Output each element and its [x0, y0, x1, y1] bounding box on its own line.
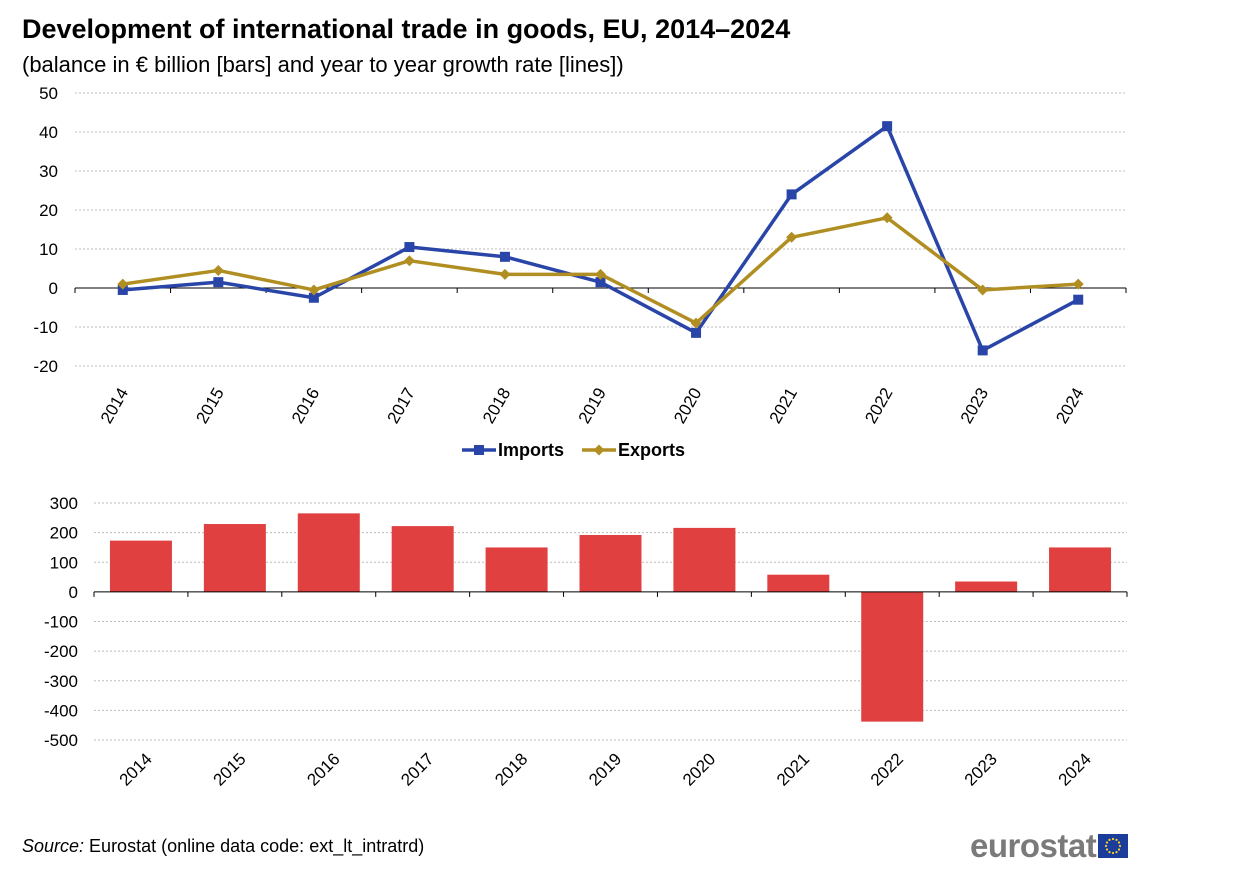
source-label: Source:	[22, 836, 85, 856]
data-point-imports	[404, 242, 415, 253]
data-point-exports	[403, 255, 415, 267]
x-tick-label: 2017	[397, 749, 437, 789]
legend-marker-exports	[593, 444, 605, 456]
source-text: Eurostat (online data code: ext_lt_intra…	[84, 836, 425, 856]
bar-2019	[579, 534, 642, 592]
x-tick-label: 2021	[773, 749, 813, 789]
bar-2015	[203, 524, 266, 592]
y-tick-label: -500	[44, 731, 78, 750]
data-point-imports	[786, 189, 797, 200]
y-tick-label: 100	[50, 553, 78, 572]
x-tick-label: 2024	[1055, 749, 1095, 789]
y-tick-label: 30	[39, 162, 58, 181]
data-point-imports	[499, 251, 510, 262]
x-tick-label: 2014	[116, 749, 156, 789]
legend-marker-imports	[474, 445, 484, 455]
bar-2018	[485, 547, 548, 592]
chart-subtitle: (balance in € billion [bars] and year to…	[22, 52, 624, 77]
x-tick-label: 2018	[491, 749, 531, 789]
data-point-exports	[977, 284, 989, 296]
x-tick-label: 2024	[1052, 385, 1087, 427]
bar-2024	[1049, 547, 1112, 592]
bar-2021	[767, 574, 830, 592]
x-tick-label: 2021	[766, 385, 801, 427]
data-point-exports	[786, 231, 798, 243]
source-note: Source: Eurostat (online data code: ext_…	[22, 836, 424, 857]
y-tick-label: -10	[33, 318, 58, 337]
bar-2020	[673, 527, 736, 592]
series-line-imports	[122, 124, 1080, 353]
eu-flag-icon	[1098, 834, 1129, 858]
line-chart: 50 40 30 20 10 0 -10 -20 2014 2015 2016 2017 2018 201…	[33, 84, 1127, 460]
y-tick-label: 20	[39, 201, 58, 220]
x-tick-label: 2016	[303, 749, 343, 789]
bar-chart: 300 200 100 0 -100 -200 -300 -400 -500 2014 2015 20…	[44, 494, 1128, 790]
data-point-imports	[117, 284, 128, 295]
legend-label-imports: Imports	[498, 440, 564, 460]
x-tick-label: 2019	[585, 749, 625, 789]
bar-2016	[297, 513, 360, 592]
data-point-exports	[690, 317, 702, 329]
x-tick-label: 2014	[97, 385, 132, 427]
x-tick-label: 2022	[867, 749, 907, 789]
data-point-exports	[881, 212, 893, 224]
data-point-imports	[691, 327, 702, 338]
data-point-imports	[882, 121, 893, 132]
x-tick-label: 2023	[961, 749, 1001, 789]
y-tick-label: 50	[39, 84, 58, 103]
data-point-exports	[499, 268, 511, 280]
data-point-imports	[977, 345, 988, 356]
y-tick-label: 0	[69, 583, 78, 602]
x-tick-label: 2015	[192, 385, 227, 427]
bar-2023	[955, 581, 1018, 592]
chart-title: Development of international trade in go…	[22, 14, 791, 44]
legend-label-exports: Exports	[618, 440, 685, 460]
y-tick-label: -100	[44, 613, 78, 632]
x-tick-label: 2015	[210, 749, 250, 789]
data-point-imports	[308, 292, 319, 303]
y-tick-label: 10	[39, 240, 58, 259]
x-tick-label: 2020	[679, 749, 719, 789]
data-point-exports	[117, 278, 129, 290]
y-tick-label: 300	[50, 494, 78, 513]
bar-2017	[391, 526, 454, 592]
x-tick-label: 2018	[479, 385, 514, 427]
x-tick-label: 2019	[575, 385, 610, 427]
x-tick-label: 2022	[861, 385, 896, 427]
data-point-exports	[1072, 278, 1084, 290]
eurostat-logo: eurostat	[970, 827, 1129, 864]
brand-name: eurostat	[970, 827, 1097, 864]
data-point-exports	[595, 268, 606, 280]
data-point-exports	[308, 284, 320, 296]
y-tick-label: -400	[44, 701, 78, 720]
x-tick-label: 2017	[384, 385, 419, 427]
data-point-imports	[1073, 294, 1084, 305]
y-tick-label: -20	[33, 357, 58, 376]
bar-2014	[109, 540, 172, 592]
data-point-imports	[595, 277, 606, 288]
y-tick-label: -200	[44, 642, 78, 661]
bar-2022	[861, 591, 924, 722]
y-tick-label: 40	[39, 123, 58, 142]
y-tick-label: 0	[49, 279, 58, 298]
y-tick-label: -300	[44, 672, 78, 691]
data-point-imports	[213, 277, 224, 288]
y-tick-label: 200	[50, 524, 78, 543]
x-tick-label: 2023	[957, 385, 992, 427]
x-tick-label: 2016	[288, 385, 323, 427]
x-tick-label: 2020	[670, 385, 705, 427]
data-point-exports	[212, 264, 224, 276]
